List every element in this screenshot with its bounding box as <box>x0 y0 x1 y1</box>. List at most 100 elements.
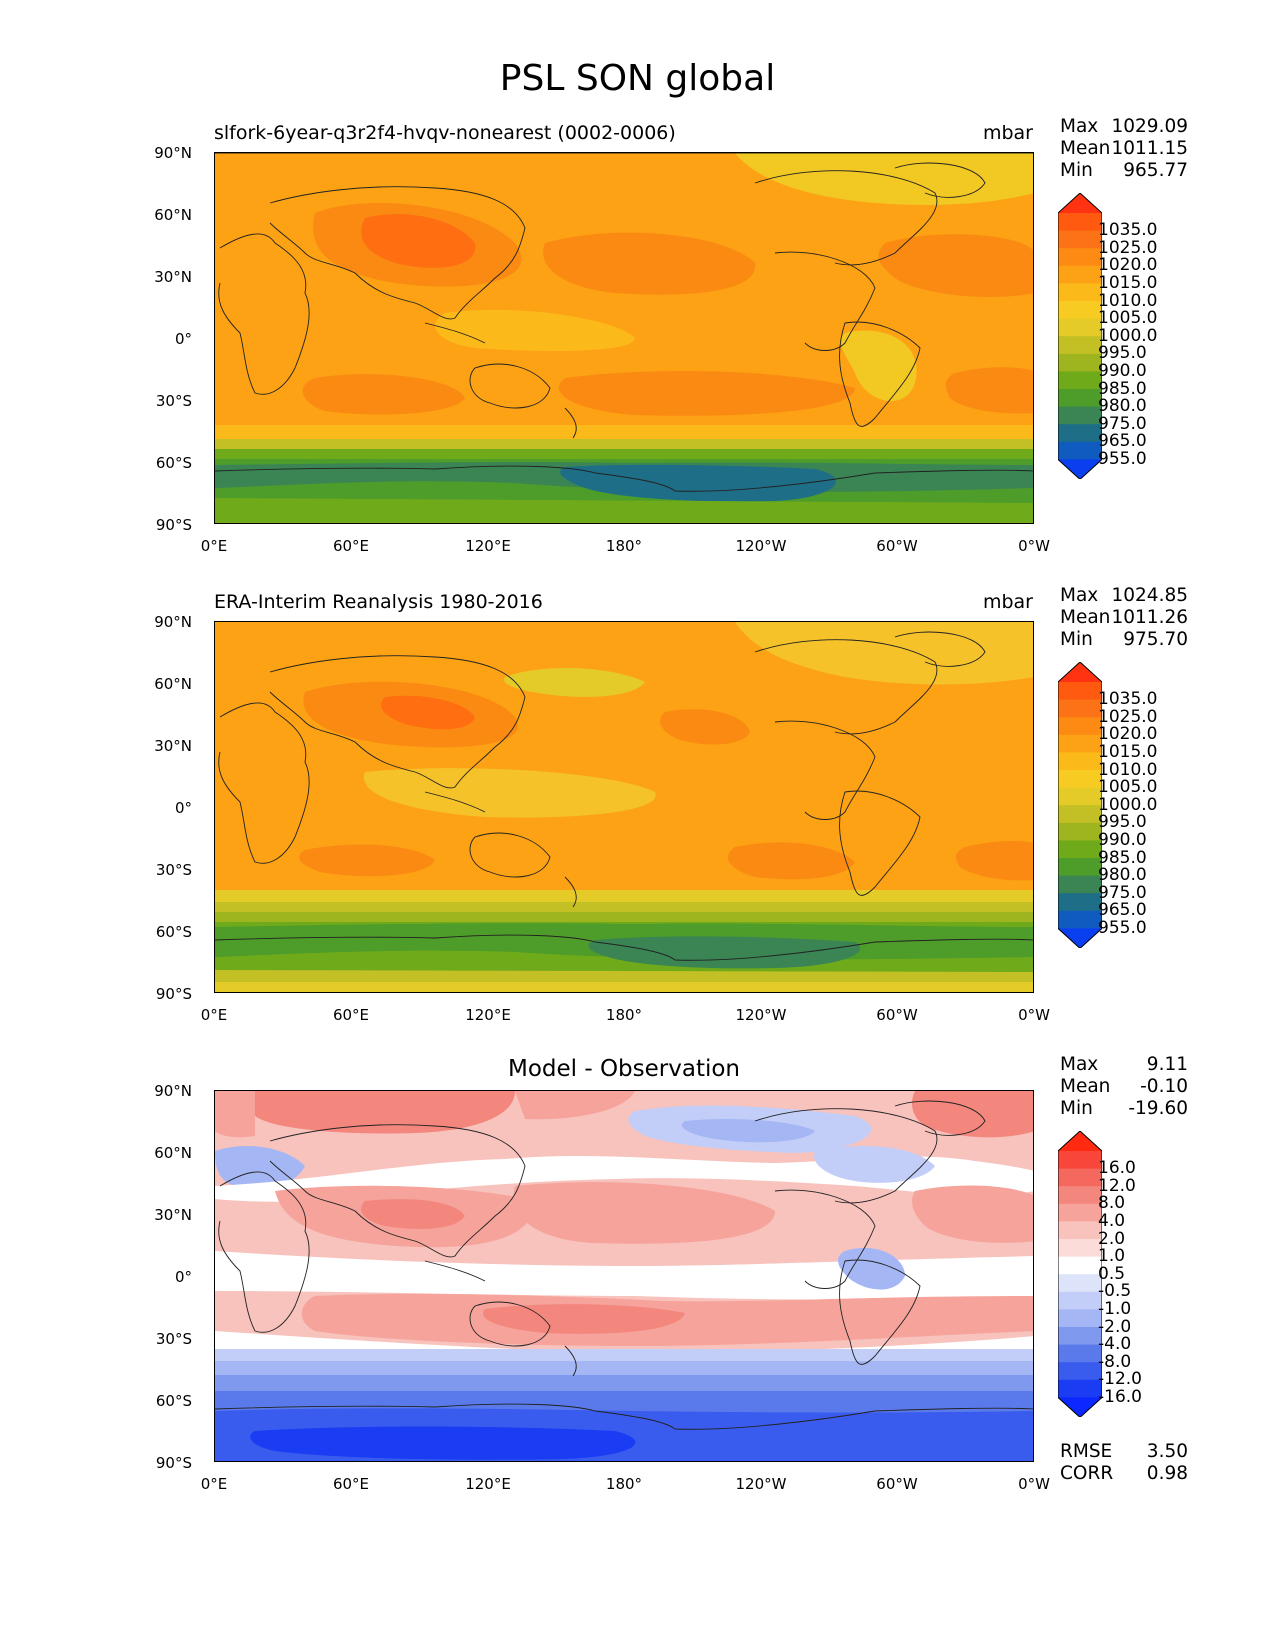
colorbar-obs <box>1057 661 1103 950</box>
map-diff-band-1 <box>215 1349 1033 1363</box>
colorbar-tick-label: 965.0 <box>1098 431 1147 452</box>
colorbar-tick-label: 1015.0 <box>1098 272 1158 293</box>
diff-ylab-30s: 30°S <box>155 1330 192 1348</box>
stat-value: 1029.09 <box>1111 116 1188 137</box>
map-obs-coastlines <box>215 631 1033 961</box>
map-obs <box>214 621 1034 993</box>
panel-model-title: slfork-6year-q3r2f4-hvqv-nonearest (0002… <box>214 122 676 144</box>
diff-ylab-60s: 60°S <box>155 1392 192 1410</box>
obs-xlab-0e: 0°E <box>200 1006 228 1024</box>
map-diff-americas-low <box>814 1146 935 1183</box>
colorbar-tick-label: 1000.0 <box>1098 794 1158 815</box>
stat-label: Max <box>1060 585 1099 606</box>
colorbar-segment <box>1058 301 1102 320</box>
colorbar-tick-label: 985.0 <box>1098 378 1147 399</box>
colorbar-extend-min <box>1058 459 1102 480</box>
colorbar-segment <box>1058 875 1102 894</box>
diff-metrics: RMSE 3.50 CORR 0.98 <box>1060 1441 1188 1485</box>
map-model-contour-high-north-core <box>361 214 476 268</box>
colorbar-segment <box>1058 230 1102 249</box>
obs-ylab-30s: 30°S <box>155 861 192 879</box>
map-diff-atlantic-high <box>912 1185 1033 1243</box>
obs-xlab-180: 180° <box>605 1006 643 1024</box>
stat-label: Mean <box>1060 1076 1111 1097</box>
stat-value: 1011.26 <box>1111 607 1188 628</box>
panel-model-units: mbar <box>982 122 1033 144</box>
colorbar-tick-label: 1020.0 <box>1098 724 1158 745</box>
stat-label: Min <box>1060 160 1093 181</box>
obs-xlab-60w: 60°W <box>876 1006 918 1024</box>
diff-stat-min: Min -19.60 <box>1060 1098 1188 1120</box>
stat-value: 1011.15 <box>1111 138 1188 159</box>
map-model-contour-tropics <box>435 309 635 351</box>
colorbar-segment <box>1058 910 1102 929</box>
colorbar-tick-label: 1035.0 <box>1098 220 1158 241</box>
model-xlab-0e: 0°E <box>200 537 228 555</box>
panel-obs-title: ERA-Interim Reanalysis 1980-2016 <box>214 591 543 613</box>
map-diff-arctic-high-2 <box>215 1091 635 1138</box>
colorbar-segment <box>1058 699 1102 718</box>
diff-xlab-0w: 0°W <box>1018 1475 1050 1493</box>
colorbar-tick-label: 1020.0 <box>1098 255 1158 276</box>
colorbar-segment <box>1058 787 1102 806</box>
colorbar-tick-label: -1.0 <box>1098 1298 1132 1319</box>
colorbar-segment <box>1058 893 1102 912</box>
colorbar-tick-label: 1.0 <box>1098 1246 1126 1267</box>
diff-ylab-30n: 30°N <box>154 1206 192 1224</box>
colorbar-tick-label: 1035.0 <box>1098 689 1158 710</box>
colorbar-segment <box>1058 248 1102 267</box>
colorbar-tick-label: 12.0 <box>1098 1175 1136 1196</box>
colorbar-extend-min <box>1058 1397 1102 1418</box>
model-ylab-90s: 90°S <box>155 516 192 534</box>
map-diff-coastlines <box>215 1100 1033 1430</box>
colorbar-segment <box>1058 840 1102 859</box>
colorbar-tick-label: 0.5 <box>1098 1263 1126 1284</box>
colorbar-segment <box>1058 1256 1102 1275</box>
diff-stats: Max 9.11 Mean -0.10 Min -19.60 <box>1060 1054 1188 1120</box>
colorbar-segment <box>1058 265 1102 284</box>
diff-xlab-180: 180° <box>605 1475 643 1493</box>
obs-xlab-120w: 120°W <box>735 1006 787 1024</box>
colorbar-tick-label: -2.0 <box>1098 1316 1132 1337</box>
colorbar-segment <box>1058 406 1102 425</box>
colorbar-extend-max <box>1058 1131 1102 1151</box>
stat-value: -0.10 <box>1140 1076 1188 1097</box>
map-model-contour-south-high-2 <box>558 370 855 416</box>
colorbar-segment <box>1058 283 1102 302</box>
colorbar-tick-label: 2.0 <box>1098 1228 1126 1249</box>
model-ylab-0: 0° <box>174 330 192 348</box>
colorbar-tick-label: 4.0 <box>1098 1210 1126 1231</box>
map-model-contour-pacific-high <box>543 232 756 295</box>
stat-label: Max <box>1060 116 1099 137</box>
colorbar-tick-label: 965.0 <box>1098 900 1147 921</box>
model-xlab-60w: 60°W <box>876 537 918 555</box>
model-xlab-120w: 120°W <box>735 537 787 555</box>
model-stats: Max 1029.09 Mean 1011.15 Min 965.77 <box>1060 116 1188 182</box>
model-xlab-0w: 0°W <box>1018 537 1050 555</box>
colorbar-segment <box>1058 213 1102 232</box>
obs-ylab-0: 0° <box>174 799 192 817</box>
colorbar-segment <box>1058 1344 1102 1363</box>
map-diff-band-3 <box>215 1375 1033 1395</box>
diff-stat-mean: Mean -0.10 <box>1060 1076 1188 1098</box>
colorbar-tick-label: 980.0 <box>1098 396 1147 417</box>
obs-xlab-120e: 120°E <box>465 1006 511 1024</box>
map-diff-arctic-high-1 <box>255 1091 515 1134</box>
map-diff-pacific-high <box>513 1182 775 1244</box>
diff-ylab-60n: 60°N <box>154 1144 192 1162</box>
map-obs-band-6 <box>588 936 861 969</box>
colorbar-tick-label: 1025.0 <box>1098 706 1158 727</box>
colorbar-segment <box>1058 717 1102 736</box>
diff-xlab-60e: 60°E <box>332 1475 370 1493</box>
colorbar-segment <box>1058 1309 1102 1328</box>
colorbar-tick-label: -16.0 <box>1098 1386 1142 1407</box>
model-ylab-30n: 30°N <box>154 268 192 286</box>
map-diff-band-6 <box>250 1426 636 1460</box>
colorbar-tick-label: -4.0 <box>1098 1334 1132 1355</box>
colorbar-segment <box>1058 1379 1102 1398</box>
model-xlab-60e: 60°E <box>332 537 370 555</box>
colorbar-tick-label: 1015.0 <box>1098 741 1158 762</box>
map-diff-amazon-low <box>838 1247 905 1290</box>
colorbar-tick-label: 985.0 <box>1098 847 1147 868</box>
colorbar-segment <box>1058 734 1102 753</box>
